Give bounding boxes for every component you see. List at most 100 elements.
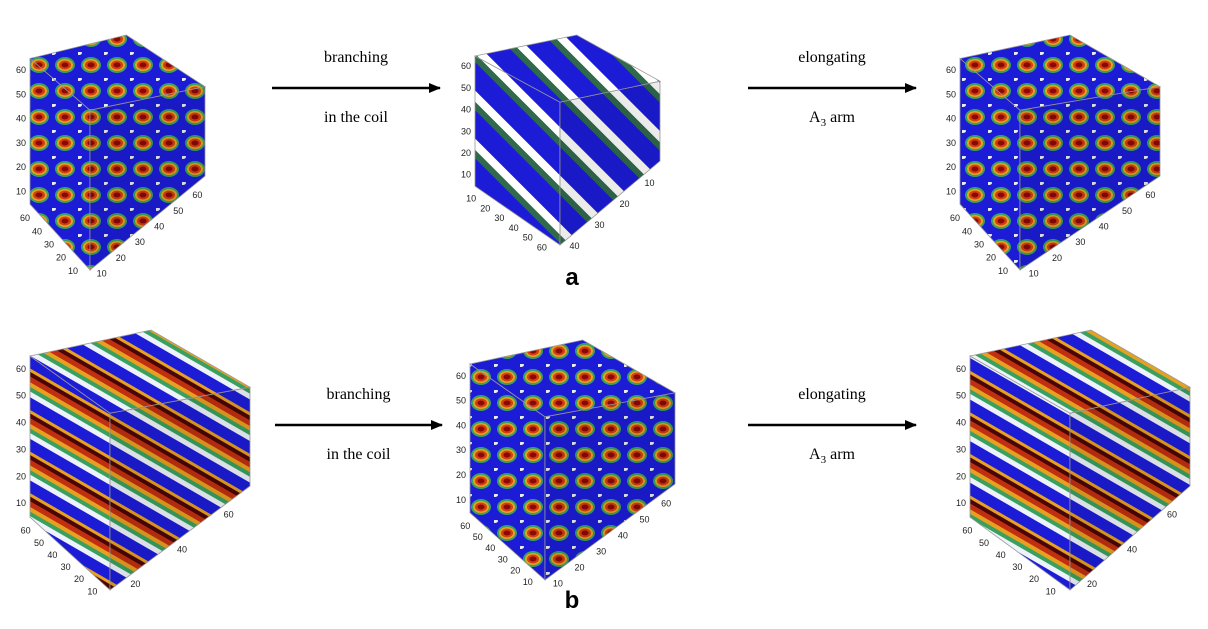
z-tick-label: 20: [16, 471, 26, 481]
right-tick-label: 30: [594, 220, 604, 230]
right-tick-label: 20: [574, 562, 584, 572]
left-tick-label: 40: [485, 543, 495, 553]
left-tick-label: 40: [962, 226, 972, 236]
left-tick-label: 30: [498, 554, 508, 564]
left-tick-label: 50: [473, 532, 483, 542]
z-tick-label: 20: [16, 162, 26, 172]
cube: 102030405060605040302010102030405060: [456, 340, 675, 588]
left-tick-label: 20: [986, 253, 996, 263]
z-tick-label: 20: [456, 470, 466, 480]
right-tick-label: 10: [97, 269, 107, 279]
z-tick-label: 30: [456, 445, 466, 455]
z-tick-label: 60: [16, 364, 26, 374]
z-tick-label: 20: [956, 471, 966, 481]
arrow-label-top: elongating: [798, 49, 866, 66]
left-tick-label: 10: [68, 266, 78, 276]
left-tick-label: 40: [32, 226, 42, 236]
left-tick-label: 30: [974, 239, 984, 249]
z-tick-label: 30: [16, 138, 26, 148]
left-tick-label: 30: [1012, 562, 1022, 572]
right-tick-label: 50: [639, 514, 649, 524]
right-tick-label: 60: [1145, 190, 1155, 200]
arrow-label-top: branching: [327, 386, 391, 403]
right-tick-label: 10: [553, 578, 563, 588]
arrow-label-top: branching: [324, 49, 388, 66]
left-tick-label: 30: [44, 239, 54, 249]
right-tick-label: 40: [177, 544, 187, 554]
right-tick-label: 60: [661, 498, 671, 508]
label-after: arm: [830, 446, 855, 463]
left-tick-label: 40: [47, 550, 57, 560]
z-tick-label: 50: [461, 83, 471, 93]
right-tick-label: 20: [619, 199, 629, 209]
figure: 1020304050606040302010102030405060102030…: [0, 0, 1208, 629]
cube-shade: [110, 387, 250, 590]
z-tick-label: 60: [946, 65, 956, 75]
label-sub: 3: [821, 117, 827, 129]
left-tick-label: 40: [509, 223, 519, 233]
label-after: arm: [830, 109, 855, 126]
arrow-label-top: elongating: [798, 386, 866, 403]
z-tick-label: 40: [16, 418, 26, 428]
left-tick-label: 10: [1046, 586, 1056, 596]
left-tick-label: 20: [74, 574, 84, 584]
left-tick-label: 10: [998, 266, 1008, 276]
panel-label: b: [565, 587, 580, 614]
right-tick-label: 60: [192, 190, 202, 200]
right-tick-label: 60: [224, 510, 234, 520]
left-tick-label: 30: [494, 213, 504, 223]
right-tick-label: 40: [1099, 222, 1109, 232]
z-tick-label: 10: [456, 495, 466, 505]
cube-shade: [560, 81, 660, 245]
z-tick-label: 40: [946, 114, 956, 124]
left-tick-label: 60: [21, 526, 31, 536]
cube-shade: [1020, 87, 1160, 270]
left-tick-label: 50: [34, 538, 44, 548]
left-tick-label: 60: [460, 521, 470, 531]
z-tick-label: 60: [456, 371, 466, 381]
z-tick-label: 10: [946, 186, 956, 196]
right-tick-label: 40: [618, 530, 628, 540]
right-tick-label: 30: [1075, 237, 1085, 247]
left-tick-label: 50: [523, 233, 533, 243]
left-tick-label: 10: [523, 577, 533, 587]
cube-shade: [1070, 387, 1190, 590]
z-tick-label: 40: [956, 418, 966, 428]
right-tick-label: 40: [569, 241, 579, 251]
right-tick-label: 60: [1167, 510, 1177, 520]
left-tick-label: 60: [20, 213, 30, 223]
z-tick-label: 60: [956, 364, 966, 374]
panel-label: a: [565, 264, 579, 291]
left-tick-label: 20: [510, 566, 520, 576]
z-tick-label: 60: [16, 65, 26, 75]
left-tick-label: 50: [979, 538, 989, 548]
left-tick-label: 20: [1029, 574, 1039, 584]
z-tick-label: 10: [16, 186, 26, 196]
left-tick-label: 10: [466, 193, 476, 203]
left-tick-label: 60: [537, 242, 547, 252]
z-tick-label: 40: [16, 114, 26, 124]
cube-shade: [90, 87, 205, 270]
z-tick-label: 50: [946, 89, 956, 99]
z-tick-label: 10: [16, 498, 26, 508]
page: {"rows": [ {"label": "a", "cubes": [ {"s…: [0, 0, 1208, 629]
left-tick-label: 60: [950, 213, 960, 223]
z-tick-label: 20: [946, 162, 956, 172]
right-tick-label: 10: [644, 178, 654, 188]
z-tick-label: 30: [956, 444, 966, 454]
z-tick-label: 50: [16, 89, 26, 99]
right-tick-label: 30: [135, 237, 145, 247]
right-tick-label: 50: [173, 206, 183, 216]
left-tick-label: 60: [962, 526, 972, 536]
z-tick-label: 10: [956, 498, 966, 508]
label-sub: 3: [821, 454, 827, 466]
label-main: A: [809, 446, 821, 463]
right-tick-label: 20: [130, 579, 140, 589]
